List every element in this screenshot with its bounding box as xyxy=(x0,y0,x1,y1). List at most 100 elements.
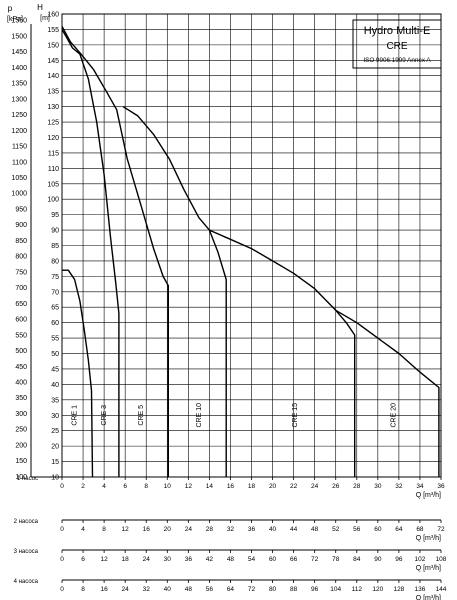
q-tick-label: 14 xyxy=(206,483,214,490)
q-tick-label: 96 xyxy=(311,586,319,593)
q-tick-label: 72 xyxy=(311,556,319,563)
q-scale-name-2: 2 насоса xyxy=(14,519,39,525)
curve-series-3 xyxy=(61,25,169,477)
h-tick-label: 80 xyxy=(51,258,59,265)
q-tick-label: 60 xyxy=(374,526,382,533)
q-tick-label: 144 xyxy=(436,586,447,593)
q-tick-label: 32 xyxy=(395,483,403,490)
p-tick-label: 1350 xyxy=(11,81,27,88)
q-tick-label: 0 xyxy=(60,586,64,593)
h-tick-label: 70 xyxy=(51,289,59,296)
q-tick-label: 68 xyxy=(416,526,424,533)
q-tick-label: 32 xyxy=(227,526,235,533)
q-tick-label: 42 xyxy=(206,556,214,563)
q-tick-label: 36 xyxy=(248,526,256,533)
curve-series-1 xyxy=(62,269,94,478)
q-axis-label-4: Q [m³/h] xyxy=(416,595,441,600)
q-tick-label: 60 xyxy=(269,556,277,563)
q-tick-label: 56 xyxy=(206,586,214,593)
p-tick-label: 1100 xyxy=(12,159,27,166)
q-tick-label: 56 xyxy=(353,526,361,533)
h-tick-label: 100 xyxy=(47,197,59,204)
q-tick-label: 30 xyxy=(164,556,172,563)
h-tick-label: 110 xyxy=(48,166,59,173)
curve-series-2 xyxy=(61,29,120,477)
p-tick-label: 1500 xyxy=(11,33,27,40)
p-tick-label: 450 xyxy=(15,364,27,371)
p-tick-label: 1200 xyxy=(11,128,27,135)
q-tick-label: 16 xyxy=(227,483,235,490)
q-scale-name-4: 4 насоса xyxy=(14,579,39,585)
q-tick-label: 40 xyxy=(164,586,172,593)
q-tick-label: 6 xyxy=(81,556,85,563)
q-tick-label: 104 xyxy=(330,586,341,593)
p-tick-label: 100 xyxy=(15,474,27,481)
legend-subtitle: CRE xyxy=(386,41,407,52)
q-tick-label: 32 xyxy=(143,586,151,593)
q-tick-label: 20 xyxy=(269,483,277,490)
curve-series-6 xyxy=(335,309,440,477)
p-tick-label: 1150 xyxy=(12,144,27,151)
h-tick-label: 10 xyxy=(51,475,59,482)
q-tick-label: 8 xyxy=(144,483,148,490)
series-label-2: CRE 3 xyxy=(101,405,108,426)
q-tick-label: 102 xyxy=(415,556,426,563)
q-scale-name-1: 1 насос xyxy=(17,476,38,482)
q-tick-label: 4 xyxy=(81,526,85,533)
q-axis-label-1: Q [m³/h] xyxy=(416,492,441,499)
p-tick-label: 650 xyxy=(15,301,27,308)
q-tick-label: 112 xyxy=(352,586,363,593)
h-axis-unit: [m] xyxy=(40,15,50,22)
h-tick-label: 90 xyxy=(51,228,59,235)
h-tick-label: 40 xyxy=(51,382,59,389)
p-tick-label: 700 xyxy=(15,285,27,292)
h-tick-label: 60 xyxy=(51,320,59,327)
h-tick-label: 130 xyxy=(47,104,59,111)
curve-series-5 xyxy=(209,229,356,477)
p-tick-label: 1250 xyxy=(11,112,27,119)
q-tick-label: 24 xyxy=(143,556,151,563)
q-tick-label: 48 xyxy=(311,526,319,533)
q-tick-label: 80 xyxy=(269,586,277,593)
series-label-5: CRE 15 xyxy=(292,403,299,428)
q-tick-label: 30 xyxy=(374,483,382,490)
q-tick-label: 22 xyxy=(290,483,298,490)
q-tick-label: 48 xyxy=(185,586,193,593)
h-tick-label: 160 xyxy=(47,12,59,19)
p-tick-label: 1550 xyxy=(11,18,27,25)
h-tick-label: 30 xyxy=(51,413,59,420)
q-tick-label: 72 xyxy=(248,586,256,593)
p-tick-label: 900 xyxy=(15,222,27,229)
q-tick-label: 64 xyxy=(395,526,403,533)
q-tick-label: 26 xyxy=(332,483,340,490)
q-tick-label: 120 xyxy=(372,586,383,593)
q-tick-label: 52 xyxy=(332,526,340,533)
p-tick-label: 1300 xyxy=(11,96,27,103)
h-tick-label: 55 xyxy=(51,336,59,343)
q-tick-label: 4 xyxy=(102,483,106,490)
h-tick-label: 105 xyxy=(47,181,59,188)
p-tick-label: 550 xyxy=(15,332,27,339)
legend-title: Hydro Multi-E xyxy=(364,25,431,37)
q-tick-label: 24 xyxy=(122,586,130,593)
q-tick-label: 24 xyxy=(185,526,193,533)
q-tick-label: 34 xyxy=(416,483,424,490)
q-tick-label: 136 xyxy=(415,586,426,593)
q-tick-label: 48 xyxy=(227,556,235,563)
q-tick-label: 28 xyxy=(353,483,361,490)
q-tick-label: 128 xyxy=(393,586,404,593)
series-label-4: CRE 10 xyxy=(196,403,203,428)
p-tick-label: 350 xyxy=(15,395,27,402)
q-tick-label: 8 xyxy=(81,586,85,593)
p-tick-label: 1400 xyxy=(11,65,27,72)
p-tick-label: 600 xyxy=(15,317,27,324)
q-tick-label: 64 xyxy=(227,586,235,593)
q-tick-label: 8 xyxy=(102,526,106,533)
q-tick-label: 0 xyxy=(60,556,64,563)
series-label-1: CRE 1 xyxy=(72,405,79,426)
curve-series-4 xyxy=(122,106,227,477)
q-tick-label: 18 xyxy=(122,556,130,563)
h-tick-label: 95 xyxy=(51,212,59,219)
h-tick-label: 35 xyxy=(51,397,59,404)
